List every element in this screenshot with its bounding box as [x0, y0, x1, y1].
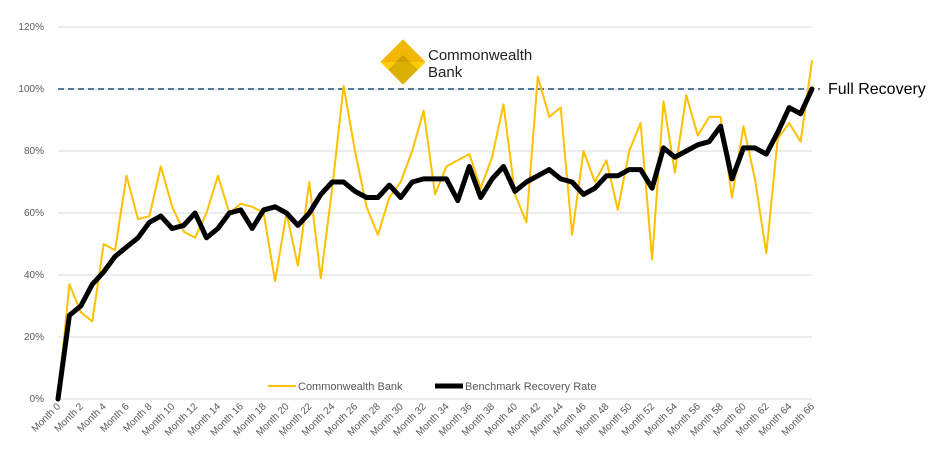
gridlines	[58, 26, 812, 400]
y-tick-label: 80%	[24, 146, 44, 157]
y-tick-label: 100%	[18, 84, 44, 95]
legend-label-commonwealth-bank: Commonwealth Bank	[298, 381, 403, 393]
y-axis-ticks: 0% 20% 40% 60% 80% 100% 120%	[18, 22, 44, 405]
y-tick-label: 60%	[24, 208, 44, 219]
legend-label-benchmark: Benchmark Recovery Rate	[465, 381, 596, 393]
commonwealth-bank-logo: Commonwealth Bank	[380, 39, 532, 85]
y-tick-label: 40%	[24, 270, 44, 281]
y-tick-label: 20%	[24, 332, 44, 343]
logo-line2: Bank	[428, 64, 463, 81]
series-line-commonwealth-bank	[57, 60, 813, 400]
logo-line1: Commonwealth	[428, 47, 532, 64]
full-recovery-annotation: Full Recovery	[828, 81, 926, 98]
series-group	[55, 60, 815, 402]
y-tick-label: 0%	[30, 394, 45, 405]
legend: Commonwealth Bank Benchmark Recovery Rat…	[268, 381, 596, 393]
series-line-benchmark-recovery-rate	[55, 86, 815, 402]
y-tick-label: 120%	[18, 22, 44, 33]
diamond-logo-icon	[380, 39, 426, 85]
